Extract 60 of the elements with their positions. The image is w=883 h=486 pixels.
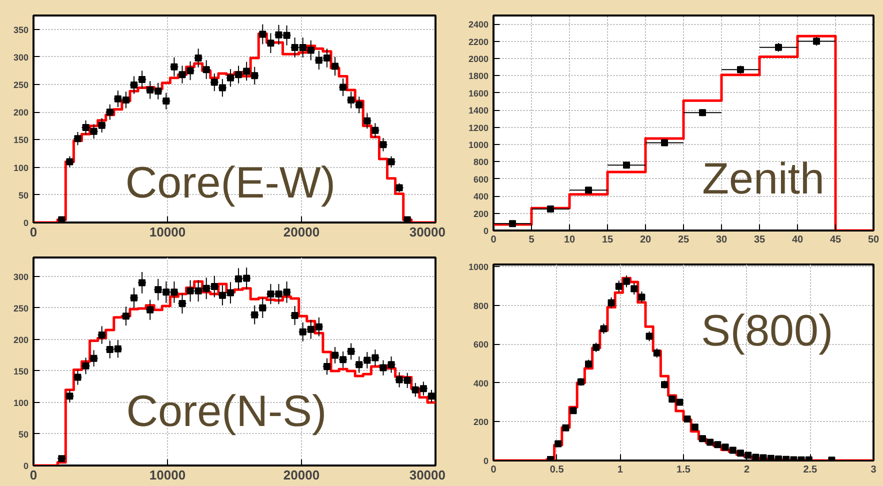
y-tick-label: 1800 xyxy=(468,71,489,82)
x-tick-label: 35 xyxy=(754,234,766,246)
annotation: S(800) xyxy=(701,306,834,356)
x-tick-label: 40 xyxy=(792,234,804,246)
y-tick-label: 250 xyxy=(13,303,29,314)
y-tick-label: 300 xyxy=(13,52,29,62)
y-tick-label: 800 xyxy=(473,157,489,168)
y-tick-label: 1000 xyxy=(468,140,489,150)
y-tick-label: 0 xyxy=(483,456,489,466)
x-tick-label: 2 xyxy=(744,464,750,476)
x-tick-label: 10000 xyxy=(149,224,186,240)
y-tick-label: 150 xyxy=(13,135,29,146)
x-tick-label: 20 xyxy=(640,234,652,246)
y-tick-label: 150 xyxy=(13,366,29,376)
y-tick-label: 0 xyxy=(23,218,29,228)
x-tick-label: 0 xyxy=(490,234,497,246)
y-tick-label: 50 xyxy=(18,429,29,440)
x-tick-label: 20000 xyxy=(283,468,320,482)
x-tick-label: 1.5 xyxy=(676,464,691,476)
y-tick-label: 800 xyxy=(473,300,489,311)
x-tick-label: 10000 xyxy=(149,468,186,482)
x-tick-label: 1 xyxy=(617,464,624,476)
y-tick-label: 350 xyxy=(13,24,29,35)
x-tick-label: 15 xyxy=(602,234,614,246)
annotation: Core(N-S) xyxy=(126,386,327,436)
x-tick-label: 30000 xyxy=(409,468,446,482)
y-tick-label: 1400 xyxy=(468,106,489,116)
y-tick-label: 300 xyxy=(13,272,29,282)
x-tick-label: 50 xyxy=(868,234,880,246)
y-tick-label: 600 xyxy=(473,340,489,350)
y-tick-label: 200 xyxy=(473,417,489,428)
y-tick-label: 100 xyxy=(13,162,29,173)
y-tick-label: 50 xyxy=(18,190,29,200)
y-tick-label: 400 xyxy=(473,378,489,388)
x-tick-label: 45 xyxy=(830,234,842,246)
x-tick-label: 20000 xyxy=(283,224,320,240)
x-tick-label: 10 xyxy=(564,234,576,246)
y-tick-label: 250 xyxy=(13,80,29,90)
y-tick-label: 100 xyxy=(13,398,29,408)
y-tick-label: 1200 xyxy=(468,122,489,133)
y-tick-label: 1000 xyxy=(468,262,489,272)
y-tick-label: 400 xyxy=(473,192,489,202)
y-tick-label: 1600 xyxy=(468,88,489,98)
x-tick-label: 30 xyxy=(716,234,728,246)
y-tick-label: 600 xyxy=(473,174,489,184)
x-tick-label: 25 xyxy=(678,234,690,246)
y-tick-label: 200 xyxy=(13,334,29,345)
annotation: Core(E-W) xyxy=(125,158,336,208)
x-tick-label: 0.5 xyxy=(550,464,564,476)
y-tick-label: 2400 xyxy=(468,20,489,30)
y-tick-label: 200 xyxy=(13,108,29,118)
annotation: Zenith xyxy=(702,154,824,204)
x-tick-label: 3 xyxy=(870,464,877,476)
y-tick-label: 2200 xyxy=(468,36,489,47)
x-tick-label: 30000 xyxy=(409,224,446,240)
y-tick-label: 2000 xyxy=(468,54,489,64)
x-tick-label: 2.5 xyxy=(803,464,818,476)
x-tick-label: 5 xyxy=(528,234,535,246)
x-tick-label: 0 xyxy=(490,464,497,476)
y-tick-label: 200 xyxy=(473,208,489,219)
